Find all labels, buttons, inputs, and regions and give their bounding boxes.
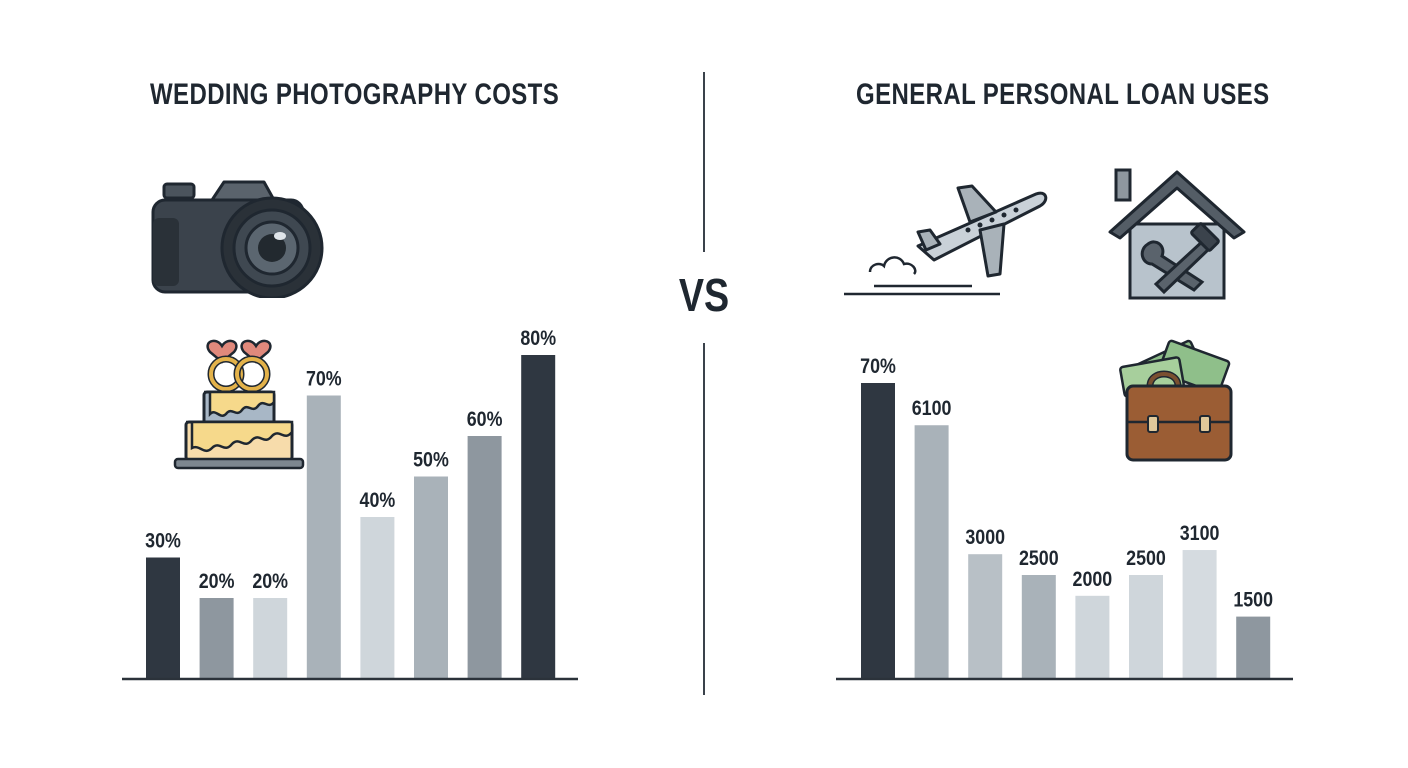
left-chart-bar-label: 50% xyxy=(413,448,449,472)
left-chart-bar-label: 40% xyxy=(360,489,396,513)
left-chart-bar-label: 80% xyxy=(520,327,556,351)
left-chart-bar xyxy=(199,598,234,679)
left-chart-bar-label: 20% xyxy=(252,570,288,594)
left-chart-bar-label: 20% xyxy=(199,570,235,594)
right-chart-bar-label: 6100 xyxy=(912,397,952,421)
left-chart-bar xyxy=(414,476,448,679)
home-repair-icon xyxy=(1108,168,1246,300)
left-chart-bar xyxy=(146,557,180,679)
right-chart-bar-label: 3000 xyxy=(965,526,1005,550)
wedding-cake-icon xyxy=(173,339,305,470)
camera-icon xyxy=(151,180,324,298)
right-chart-bar-label: 2000 xyxy=(1073,567,1113,591)
left-chart-bar xyxy=(467,436,502,679)
divider-line-top xyxy=(703,72,705,252)
right-chart-bar-label: 2500 xyxy=(1126,547,1166,571)
right-chart-bar xyxy=(861,383,895,679)
right-chart-bar xyxy=(1236,616,1271,679)
right-chart-bar-label: 70% xyxy=(860,355,896,379)
left-chart-bar xyxy=(521,355,556,679)
vs-label: VS xyxy=(678,269,730,321)
left-chart-title: WEDDING PHOTOGRAPHY COSTS xyxy=(150,78,560,111)
left-chart-bar xyxy=(306,395,341,679)
right-chart-bar xyxy=(914,425,949,679)
divider-line-bottom xyxy=(703,343,705,695)
airplane-icon xyxy=(844,184,1048,296)
right-chart-bar xyxy=(1021,575,1056,679)
right-chart-bar-label: 1500 xyxy=(1233,588,1273,612)
right-chart-title: GENERAL PERSONAL LOAN USES xyxy=(856,78,1270,111)
right-chart-bar xyxy=(1075,595,1110,679)
left-chart-bar-label: 30% xyxy=(145,529,181,553)
left-chart-bar-label: 70% xyxy=(306,367,342,391)
right-chart-bar xyxy=(1129,575,1163,679)
right-chart-bar xyxy=(968,554,1003,679)
left-chart-bar xyxy=(253,598,288,679)
left-chart-bar xyxy=(360,517,395,679)
left-chart-bar-label: 60% xyxy=(467,408,503,432)
right-chart-bar-label: 3100 xyxy=(1180,522,1220,546)
money-briefcase-icon xyxy=(1119,339,1233,462)
right-chart-bar-label: 2500 xyxy=(1019,547,1059,571)
right-chart-bar xyxy=(1182,550,1217,679)
